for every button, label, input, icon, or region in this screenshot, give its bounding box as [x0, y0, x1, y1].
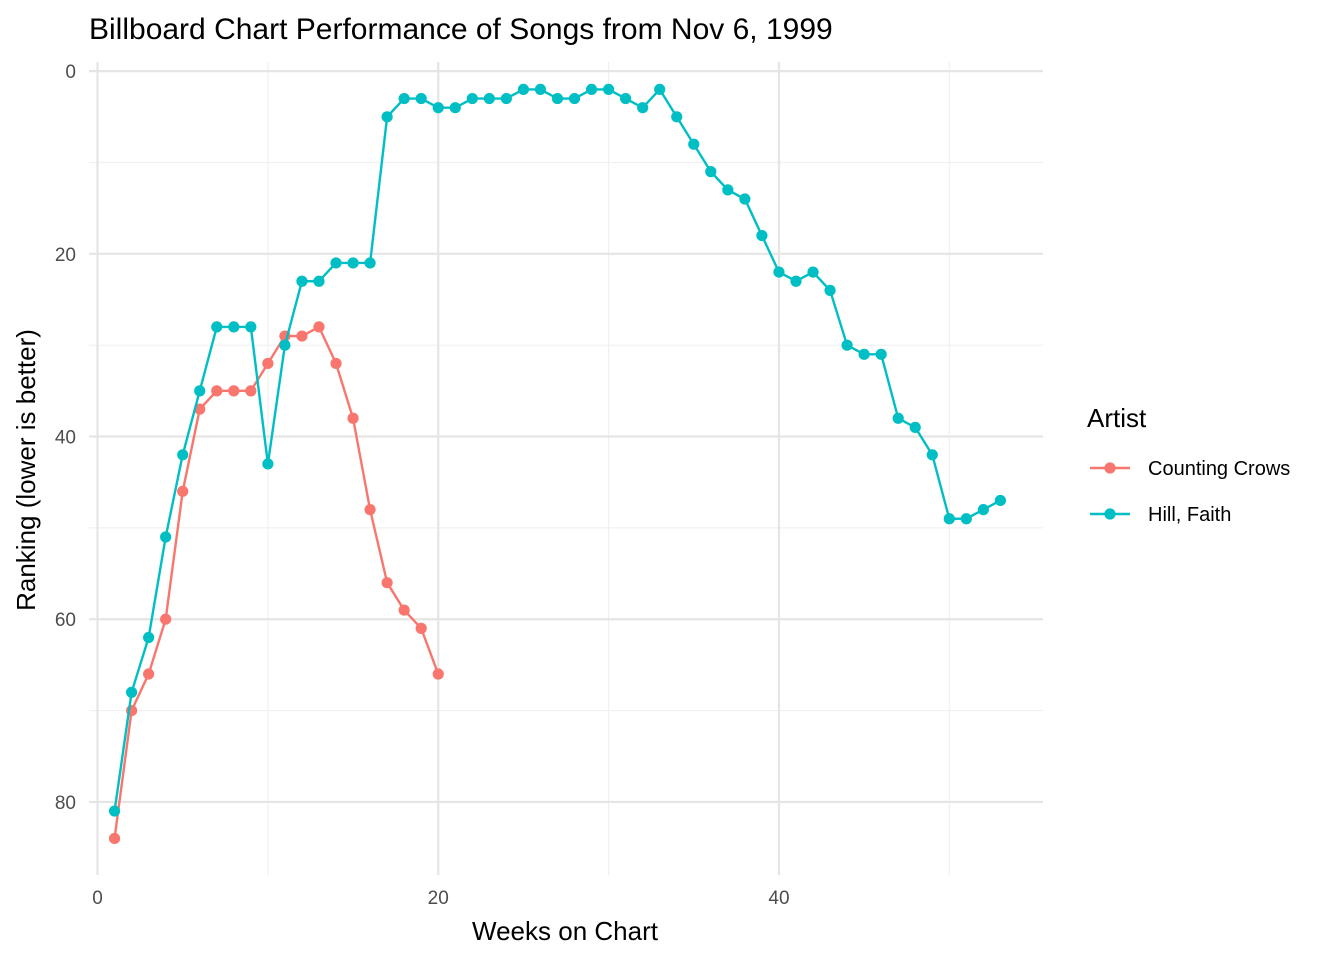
data-point [313, 275, 325, 287]
data-point [500, 92, 512, 105]
data-point [296, 330, 308, 342]
data-point [790, 275, 802, 287]
data-point [381, 577, 393, 589]
data-point [994, 494, 1007, 507]
data-point [415, 92, 427, 105]
data-point [381, 111, 393, 123]
data-point [194, 385, 206, 397]
data-point [279, 339, 291, 351]
y-tick-label: 80 [55, 793, 76, 814]
data-point [228, 321, 240, 333]
data-point [773, 266, 785, 278]
data-point [671, 111, 683, 123]
data-point [534, 83, 547, 96]
data-point [841, 339, 853, 351]
data-point [602, 83, 615, 96]
data-point [722, 184, 734, 196]
y-axis-title: Ranking (lower is better) [11, 329, 41, 611]
data-point [245, 321, 257, 333]
y-tick-label: 20 [55, 245, 76, 266]
data-point [705, 166, 717, 178]
data-point [330, 257, 342, 269]
data-point [108, 832, 121, 845]
data-point [143, 631, 155, 644]
tick-labels: 0 20 40 0 20 40 60 80 [55, 62, 790, 909]
data-point [807, 266, 819, 278]
data-point [160, 531, 172, 543]
legend: Artist Counting Crows Hill, Faith [1087, 403, 1290, 526]
data-point [977, 504, 989, 516]
data-point [245, 385, 257, 397]
legend-title: Artist [1087, 403, 1147, 433]
data-point [620, 92, 632, 105]
data-point [347, 412, 359, 424]
data-point [262, 458, 274, 470]
legend-label: Counting Crows [1148, 458, 1290, 480]
legend-label: Hill, Faith [1148, 504, 1231, 526]
data-point [739, 193, 751, 205]
legend-key-point [1104, 508, 1116, 520]
data-point [398, 604, 410, 616]
data-point [160, 613, 172, 625]
legend-item-hill-faith: Hill, Faith [1090, 504, 1231, 526]
data-point [756, 229, 768, 242]
data-point [125, 686, 138, 698]
data-point [824, 284, 836, 296]
data-point [415, 622, 427, 634]
y-tick-label: 40 [55, 428, 76, 449]
data-point [177, 449, 189, 461]
data-point [551, 92, 564, 105]
data-point [211, 385, 223, 397]
legend-item-counting-crows: Counting Crows [1090, 458, 1290, 480]
series-line-counting-crows [113, 325, 440, 839]
x-tick-label: 40 [768, 888, 789, 909]
series-counting-crows [108, 321, 444, 845]
data-point [943, 513, 955, 525]
data-point [926, 449, 938, 461]
data-point [364, 504, 376, 516]
data-point [960, 513, 972, 525]
data-point [688, 138, 700, 150]
series-layer [108, 83, 1007, 845]
data-point [875, 348, 887, 360]
data-point [483, 92, 495, 105]
data-point [330, 357, 342, 370]
data-point [398, 92, 410, 105]
y-tick-label: 0 [65, 62, 76, 83]
data-point [262, 357, 274, 370]
data-point [177, 485, 189, 497]
data-point [211, 321, 223, 333]
series-hill-faith [108, 83, 1007, 817]
data-point [108, 805, 121, 817]
data-point [432, 102, 444, 114]
data-point [143, 668, 155, 680]
data-point [909, 421, 921, 433]
series-line-hill-faith [113, 88, 1001, 812]
chart-title: Billboard Chart Performance of Songs fro… [89, 13, 833, 46]
legend-key-point [1104, 462, 1116, 474]
x-tick-label: 0 [92, 888, 103, 909]
data-point [432, 668, 444, 680]
data-point [194, 403, 206, 415]
x-tick-label: 20 [428, 888, 449, 909]
x-axis-title: Weeks on Chart [472, 916, 659, 946]
data-point [296, 275, 308, 287]
data-point [517, 83, 530, 96]
data-point [347, 257, 359, 269]
data-point [892, 412, 904, 424]
data-point [858, 348, 870, 360]
grid [89, 62, 1043, 875]
data-point [364, 257, 376, 269]
data-point [637, 102, 649, 114]
data-point [228, 385, 240, 397]
data-point [585, 83, 598, 96]
data-point [568, 92, 581, 105]
data-point [449, 102, 461, 114]
data-point [313, 321, 325, 333]
data-point [654, 83, 666, 96]
data-point [466, 92, 478, 105]
y-tick-label: 60 [55, 610, 76, 631]
